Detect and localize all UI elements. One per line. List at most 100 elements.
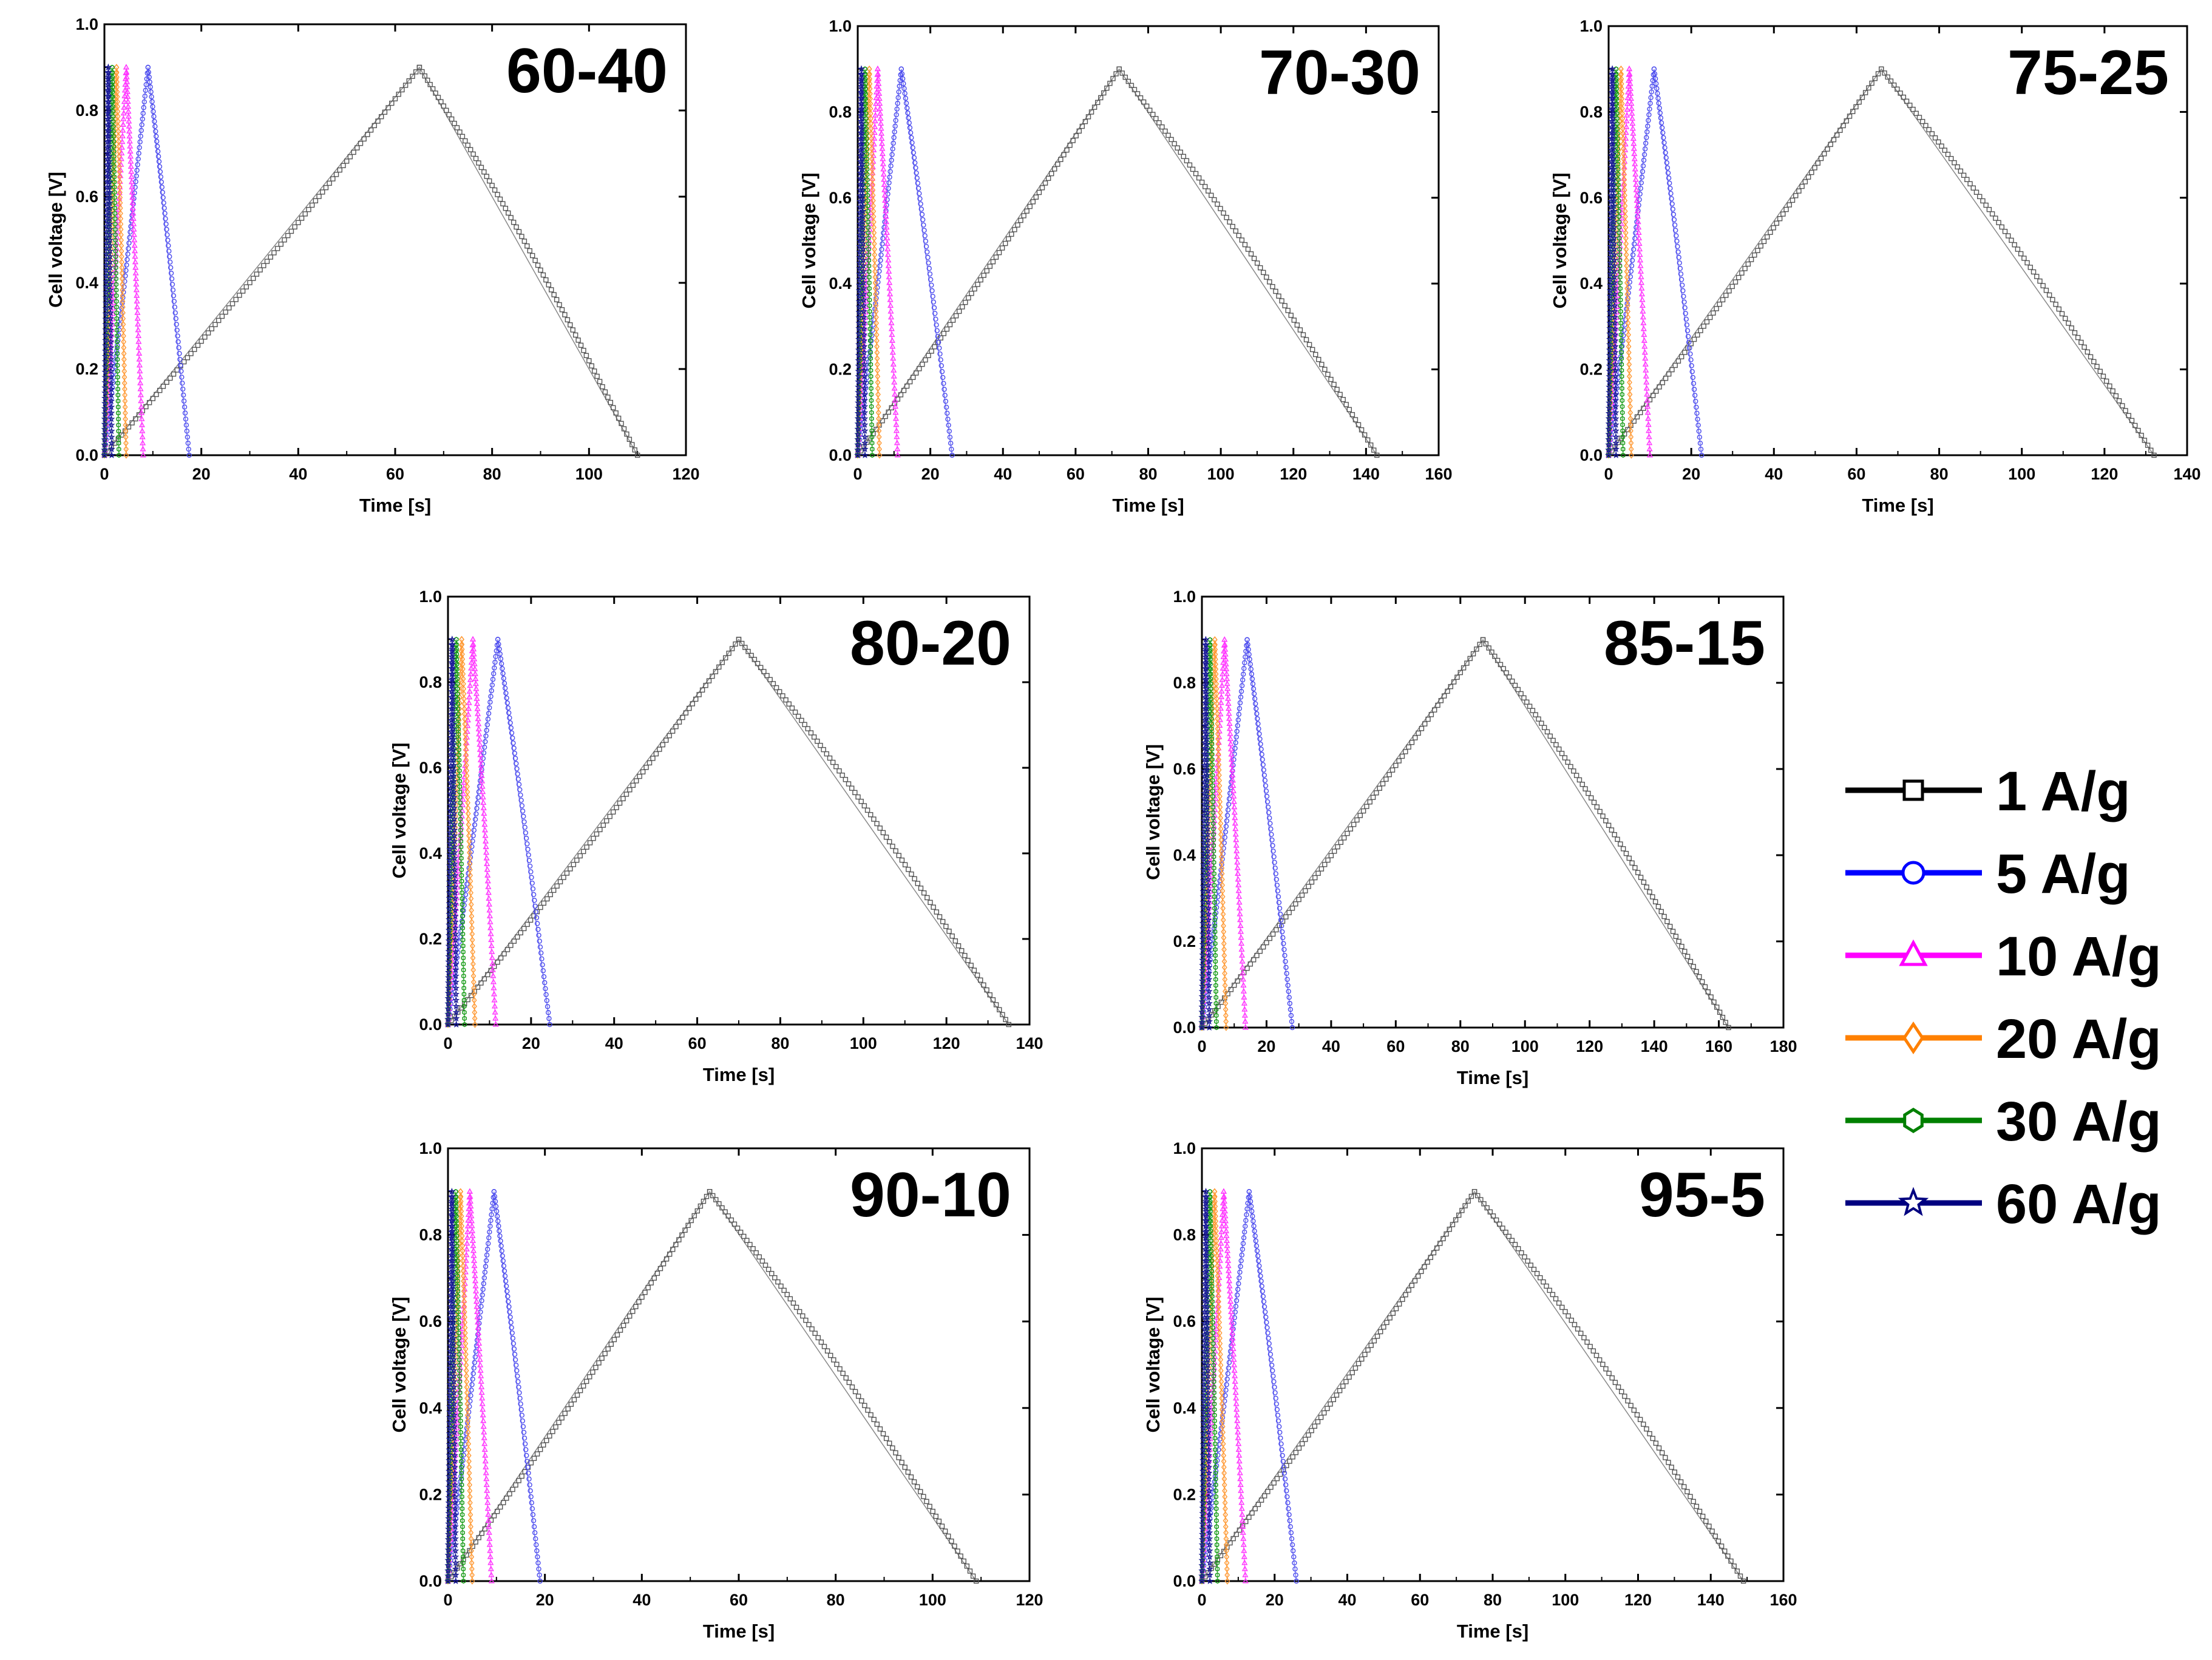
y-axis-label: Cell voltage [V] [1549, 173, 1570, 309]
data-point [873, 100, 880, 106]
data-point [860, 331, 868, 338]
data-point [1187, 162, 1193, 168]
panel-title: 75-25 [2007, 38, 2169, 108]
data-point [114, 327, 120, 333]
data-point [600, 384, 605, 390]
data-point [422, 73, 427, 79]
data-point [575, 337, 581, 343]
data-point [141, 105, 146, 110]
data-point [128, 173, 135, 179]
y-tick-label: 0.4 [75, 274, 98, 292]
data-point [1239, 237, 1245, 243]
data-point [274, 246, 280, 251]
data-point [892, 403, 899, 409]
data-point [1153, 116, 1159, 121]
data-point [549, 287, 554, 293]
data-point [589, 363, 594, 369]
data-point [867, 308, 872, 314]
data-point [1165, 132, 1171, 138]
data-point [107, 332, 115, 339]
data-point [858, 95, 866, 102]
y-tick-label: 0.2 [75, 360, 98, 378]
data-point [1052, 166, 1057, 172]
data-point [157, 164, 163, 169]
data-point [907, 125, 913, 130]
data-point [1061, 152, 1067, 158]
data-point [146, 69, 152, 75]
data-point [551, 292, 557, 297]
data-point [1258, 265, 1263, 271]
data-point [1113, 71, 1119, 76]
data-point [150, 104, 155, 109]
data-point [892, 129, 897, 135]
data-point [104, 93, 112, 100]
data-point [866, 257, 872, 263]
data-point [177, 356, 183, 362]
data-point [149, 99, 155, 104]
data-point [101, 436, 109, 443]
data-point [107, 391, 115, 398]
data-point [911, 150, 917, 155]
data-point [884, 240, 891, 246]
data-point [123, 452, 129, 459]
data-point [125, 108, 132, 114]
data-point [101, 384, 109, 391]
data-point [131, 226, 137, 232]
data-point [156, 158, 162, 164]
data-point [886, 180, 892, 186]
data-point [891, 379, 898, 385]
data-point [586, 358, 592, 364]
data-point [114, 304, 119, 310]
data-point [174, 322, 179, 327]
data-point [883, 229, 890, 235]
data-point [855, 335, 863, 342]
data-point [371, 123, 377, 129]
data-point [120, 115, 127, 121]
data-point [114, 287, 119, 293]
data-point [877, 105, 883, 111]
data-point [487, 178, 492, 184]
data-point [184, 429, 190, 434]
data-point [856, 265, 863, 272]
data-point [186, 452, 192, 458]
data-point [323, 185, 329, 191]
data-point [1009, 231, 1014, 237]
data-point [1088, 109, 1094, 115]
y-tick-label: 0.2 [419, 1485, 442, 1503]
data-point [106, 291, 114, 299]
data-point [473, 155, 479, 161]
data-point [855, 324, 863, 332]
data-point [406, 78, 412, 84]
data-point [106, 173, 114, 180]
x-tick-label: 100 [575, 465, 603, 483]
data-point [894, 106, 900, 112]
data-point [858, 165, 866, 172]
y-tick-label: 0.6 [1579, 189, 1603, 207]
data-point [126, 246, 131, 251]
data-point [855, 362, 863, 369]
data-point [554, 297, 560, 302]
data-point [858, 171, 866, 178]
data-point [859, 207, 867, 215]
data-point [1322, 367, 1328, 372]
data-point [519, 234, 524, 239]
data-point [860, 251, 867, 258]
data-point [449, 116, 455, 122]
data-point [866, 77, 872, 84]
data-point [1279, 298, 1284, 303]
data-point [858, 135, 866, 142]
data-point [192, 347, 197, 352]
data-point [868, 373, 874, 379]
data-point [949, 446, 954, 452]
data-point [127, 235, 132, 240]
data-point [140, 452, 146, 458]
data-point [129, 189, 135, 195]
data-point [180, 381, 185, 386]
data-point [402, 83, 409, 88]
series-60-a-g [101, 63, 115, 459]
data-point [859, 212, 867, 220]
data-point [161, 205, 167, 211]
data-point [879, 246, 884, 252]
